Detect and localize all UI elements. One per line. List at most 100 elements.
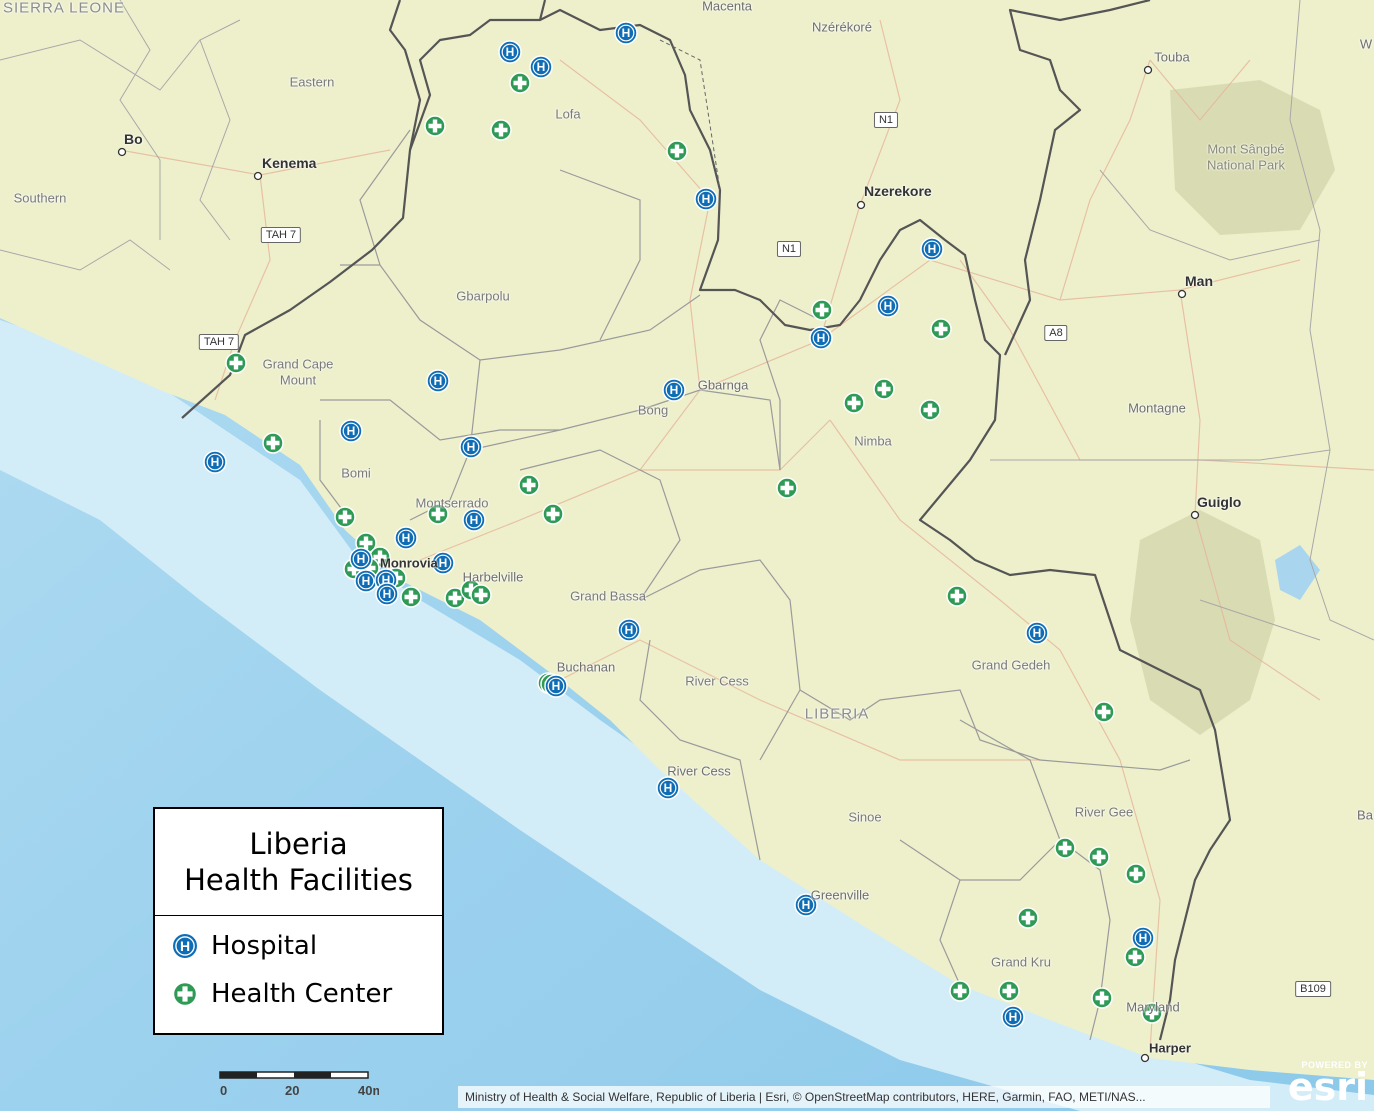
health-center-marker[interactable]: [400, 586, 422, 608]
legend-label-health-center: Health Center: [211, 979, 393, 1009]
svg-text:H: H: [928, 242, 937, 256]
health-center-marker[interactable]: [1141, 1002, 1163, 1024]
esri-logo-word: esri: [1287, 1065, 1368, 1109]
health-center-marker[interactable]: [843, 392, 865, 414]
svg-text:H: H: [884, 299, 893, 313]
hospital-marker[interactable]: H: [876, 294, 900, 318]
svg-text:H: H: [1009, 1010, 1018, 1024]
health-center-marker[interactable]: [666, 140, 688, 162]
svg-text:H: H: [506, 45, 515, 59]
health-center-marker[interactable]: [225, 352, 247, 374]
svg-text:H: H: [382, 573, 391, 587]
svg-text:H: H: [670, 383, 679, 397]
health-center-marker[interactable]: [490, 119, 512, 141]
label-bo: Bo: [124, 131, 143, 147]
hospital-marker[interactable]: H: [656, 776, 680, 800]
legend-label-hospital: Hospital: [211, 931, 318, 961]
health-center-marker[interactable]: [470, 584, 492, 606]
svg-text:H: H: [383, 587, 392, 601]
hospital-marker[interactable]: H: [349, 547, 373, 571]
health-center-marker[interactable]: [1091, 987, 1113, 1009]
health-center-marker[interactable]: [998, 980, 1020, 1002]
hospital-marker[interactable]: H: [662, 378, 686, 402]
svg-text:H: H: [470, 513, 479, 527]
label-river-gee: River Gee: [1074, 804, 1134, 820]
hospital-marker[interactable]: H: [614, 21, 638, 45]
label-macenta: Macenta: [702, 0, 752, 14]
park-mont-sangbe: [1170, 80, 1335, 235]
hospital-marker[interactable]: H: [794, 893, 818, 917]
road-shield-b109: B109: [1295, 980, 1331, 998]
label-montagne: Montagne: [1128, 400, 1186, 416]
svg-text:H: H: [402, 531, 411, 545]
health-center-marker[interactable]: [1054, 837, 1076, 859]
label-liberia: LIBERIA: [804, 705, 870, 723]
label-harper: Harper: [1149, 1040, 1191, 1056]
label-river-cess-town: River Cess: [667, 763, 731, 779]
label-kenema: Kenema: [262, 155, 317, 171]
health-center-marker[interactable]: [1124, 946, 1146, 968]
label-man: Man: [1185, 273, 1213, 289]
hospital-marker[interactable]: H: [1131, 926, 1155, 950]
svg-text:H: H: [357, 552, 366, 566]
svg-text:H: H: [439, 556, 448, 570]
label-bomi: Bomi: [341, 465, 371, 481]
health-center-marker[interactable]: [1017, 907, 1039, 929]
hospital-marker[interactable]: H: [617, 618, 641, 642]
svg-text:H: H: [1139, 931, 1148, 945]
label-bong: Bong: [637, 402, 669, 418]
label-guiglo: Guiglo: [1197, 494, 1242, 510]
health-center-marker[interactable]: [518, 474, 540, 496]
hospital-marker[interactable]: H: [920, 237, 944, 261]
hospital-marker[interactable]: H: [203, 450, 227, 474]
hospital-marker[interactable]: H: [694, 187, 718, 211]
hospital-marker[interactable]: H: [544, 674, 568, 698]
svg-text:H: H: [622, 26, 631, 40]
health-center-marker[interactable]: [1088, 846, 1110, 868]
health-center-marker[interactable]: [919, 399, 941, 421]
health-center-marker[interactable]: [811, 299, 833, 321]
park-tai: [1130, 510, 1275, 735]
hospital-marker[interactable]: H: [426, 369, 450, 393]
road-shield-n1-north: N1: [873, 111, 899, 129]
health-center-marker[interactable]: [873, 378, 895, 400]
hospital-marker[interactable]: H: [459, 435, 483, 459]
hospital-marker[interactable]: H: [462, 508, 486, 532]
hospital-marker[interactable]: H: [339, 419, 363, 443]
health-center-marker[interactable]: [509, 72, 531, 94]
hospital-marker[interactable]: H: [354, 569, 378, 593]
hospital-marker[interactable]: H: [529, 55, 553, 79]
hospital-marker[interactable]: H: [394, 526, 418, 550]
health-center-marker[interactable]: [427, 503, 449, 525]
hospital-marker[interactable]: H: [1001, 1005, 1025, 1029]
health-center-marker[interactable]: [946, 585, 968, 607]
health-center-marker[interactable]: [424, 115, 446, 137]
legend-title: Liberia Health Facilities: [155, 809, 442, 916]
health-center-marker[interactable]: [930, 318, 952, 340]
health-center-marker[interactable]: [949, 980, 971, 1002]
attribution[interactable]: Ministry of Health & Social Welfare, Rep…: [458, 1086, 1270, 1108]
health-center-marker[interactable]: [262, 432, 284, 454]
health-center-marker[interactable]: [334, 506, 356, 528]
svg-text:H: H: [664, 781, 673, 795]
health-center-marker[interactable]: [542, 503, 564, 525]
esri-logo[interactable]: POWERED BY esri: [1284, 1060, 1368, 1106]
hospital-marker[interactable]: H: [1025, 621, 1049, 645]
health-center-marker[interactable]: [1093, 701, 1115, 723]
health-center-marker[interactable]: [1125, 863, 1147, 885]
label-nimba: Nimba: [854, 433, 892, 449]
label-harbelville: Harbelville: [462, 569, 524, 585]
label-gbarnga: Gbarnga: [697, 377, 749, 393]
label-w: W: [1359, 36, 1373, 52]
hospital-marker[interactable]: H: [498, 40, 522, 64]
svg-text:H: H: [362, 574, 371, 588]
label-sinoe: Sinoe: [848, 809, 882, 825]
hospital-marker[interactable]: H: [809, 326, 833, 350]
label-ba: Ba: [1357, 807, 1373, 823]
label-eastern: Eastern: [289, 74, 335, 90]
hospital-marker[interactable]: H: [375, 582, 399, 606]
health-center-marker[interactable]: [776, 477, 798, 499]
hospital-marker[interactable]: H: [431, 551, 455, 575]
hospital-icon: H: [171, 932, 199, 960]
